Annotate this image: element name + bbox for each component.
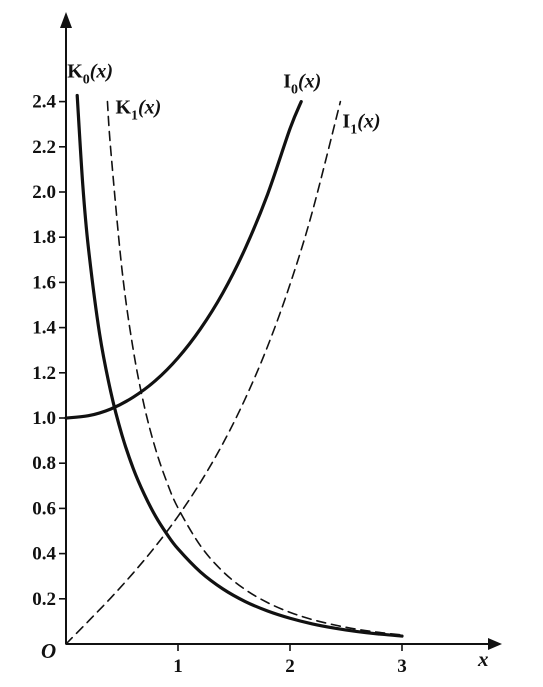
y-tick-label: 0.8 — [32, 453, 56, 474]
series-label-k0: K0(x) — [67, 60, 113, 87]
series-line-k0 — [75, 93, 404, 638]
series-line-i1 — [65, 100, 342, 645]
x-tick-label: 1 — [173, 656, 183, 677]
x-axis-label: x — [477, 647, 489, 671]
y-axis-arrow-icon — [60, 12, 72, 28]
y-tick-label: 0.2 — [32, 589, 56, 610]
series-label-k1: K1(x) — [115, 97, 161, 124]
y-tick-label: 2.4 — [32, 92, 56, 113]
y-tick-label: 1.0 — [32, 408, 56, 429]
x-tick-label: 3 — [397, 656, 407, 677]
curve-labels: K0(x)K1(x) I0(x) I1(x) — [67, 60, 380, 137]
series-line-k1 — [106, 100, 403, 636]
y-tick-label: 2.2 — [32, 137, 56, 158]
y-tick-label: 2.0 — [32, 182, 56, 203]
curves — [64, 93, 404, 645]
y-tick-label: 0.6 — [32, 498, 56, 519]
series-label-i0: I0(x) — [283, 71, 321, 98]
y-tick-label: 1.4 — [32, 318, 56, 339]
x-tick-label: 2 — [285, 656, 295, 677]
series-line-i0 — [64, 100, 303, 420]
series-label-i1: I1(x) — [342, 111, 380, 138]
y-tick-label: 1.2 — [32, 363, 56, 384]
x-axis-arrow-icon — [488, 638, 502, 650]
origin-label: O — [41, 639, 56, 663]
ticks: 0.2 0.4 0.6 0.8 1.0 1.2 1.4 1.6 1.8 2.0 2.2 2.4 1 2 3 — [32, 92, 407, 677]
axes: O x — [41, 12, 502, 671]
y-tick-label: 1.6 — [32, 272, 56, 293]
y-tick-label: 0.4 — [32, 544, 56, 565]
y-tick-label: 1.8 — [32, 227, 56, 248]
